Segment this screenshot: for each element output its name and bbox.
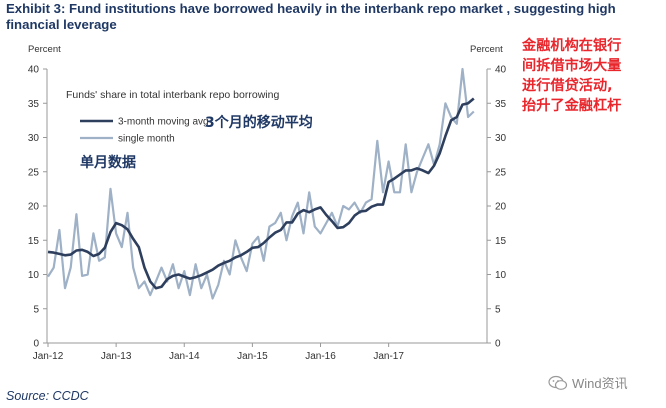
y-tick-label: 25 xyxy=(28,167,40,178)
y-unit-right: Percent xyxy=(470,44,503,55)
single-month-annotation: 单月数据 xyxy=(80,154,136,171)
y-tick-label: 30 xyxy=(28,133,40,144)
y-tick-label: 25 xyxy=(495,167,507,178)
y-tick-label: 5 xyxy=(33,304,39,315)
y-tick-label: 10 xyxy=(495,270,507,281)
x-tick-label: Jan-12 xyxy=(33,351,64,362)
series-line-single-month xyxy=(47,67,475,300)
y-tick-label: 35 xyxy=(28,99,40,110)
y-tick-label: 40 xyxy=(28,65,40,76)
wechat-icon xyxy=(548,375,568,390)
x-tick-label: Jan-16 xyxy=(305,351,336,362)
moving-avg-annotation: 3个月的移动平均 xyxy=(205,114,313,131)
x-tick-label: Jan-14 xyxy=(169,351,200,362)
chart-axes: Percent Percent 0 0 5 5 10 10 15 15 20 20 25 25 30 30 35… xyxy=(28,44,507,362)
y-tick-label: 30 xyxy=(495,133,507,144)
legend-label-moving-avg: 3-month moving avg xyxy=(118,117,209,128)
y-tick-label: 15 xyxy=(28,236,40,247)
exhibit-title: Exhibit 3: Fund institutions have borrow… xyxy=(6,1,616,32)
legend-label-single-month: single month xyxy=(118,134,175,145)
y-tick-label: 40 xyxy=(495,65,507,76)
leverage-note-line: 金融机构在银行 xyxy=(522,38,622,54)
y-tick-label: 0 xyxy=(495,339,501,350)
watermark: Wind资讯 xyxy=(548,373,628,392)
watermark-text: Wind资讯 xyxy=(572,376,628,391)
y-unit-left: Percent xyxy=(28,44,61,55)
series-line-moving-avg xyxy=(47,97,475,290)
leverage-note-line: 进行借贷活动, xyxy=(522,78,613,94)
y-tick-label: 35 xyxy=(495,99,507,110)
chart-legend: 3-month moving avg single month xyxy=(80,117,209,145)
y-tick-label: 20 xyxy=(28,202,40,213)
chart-series xyxy=(47,67,475,300)
y-tick-label: 5 xyxy=(495,304,501,315)
leverage-note-line: 间拆借市场大量 xyxy=(522,58,622,74)
chart-title: Funds' share in total interbank repo bor… xyxy=(66,89,279,101)
y-tick-label: 15 xyxy=(495,236,507,247)
y-tick-label: 10 xyxy=(28,270,40,281)
source-note: Source: CCDC xyxy=(6,389,89,403)
leverage-note: 金融机构在银行 间拆借市场大量 进行借贷活动, 抬升了金融杠杆 xyxy=(522,36,664,116)
y-tick-label: 0 xyxy=(33,339,39,350)
leverage-note-line: 抬升了金融杠杆 xyxy=(522,98,622,114)
x-tick-label: Jan-15 xyxy=(237,351,268,362)
x-tick-label: Jan-13 xyxy=(101,351,132,362)
y-tick-label: 20 xyxy=(495,202,507,213)
x-tick-label: Jan-17 xyxy=(373,351,404,362)
